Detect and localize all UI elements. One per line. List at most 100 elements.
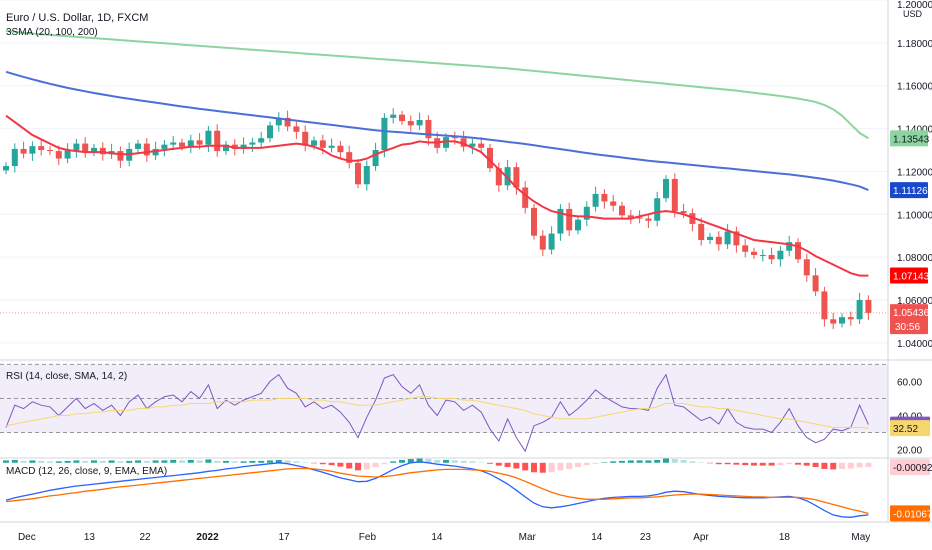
candle-body — [724, 231, 731, 245]
macd-histogram-bar — [311, 462, 317, 464]
candle — [143, 138, 150, 162]
macd-histogram-bar — [513, 462, 520, 469]
candle — [460, 130, 467, 152]
candle — [539, 230, 546, 257]
macd-histogram-bar — [803, 462, 810, 466]
macd-histogram-bar — [742, 462, 749, 466]
pane-dividers[interactable] — [0, 0, 932, 523]
candle — [372, 142, 379, 171]
time-tick-label: May — [851, 532, 870, 543]
macd-histogram-bar — [249, 460, 256, 463]
macd-histogram-bar — [786, 462, 793, 465]
rsi-series[interactable] — [5, 373, 869, 453]
indicator-tag-text: -0.00092 — [893, 463, 932, 474]
symbol-title[interactable]: Euro / U.S. Dollar, 1D, FXCM — [6, 12, 149, 24]
time-tick-label: 13 — [84, 532, 96, 543]
macd-legend[interactable]: MACD (12, 26, close, 9, EMA, EMA) — [6, 466, 168, 477]
rsi-tick-label: 60.00 — [897, 377, 922, 388]
candle — [293, 121, 300, 140]
macd-histogram-bar — [328, 462, 335, 466]
macd-histogram-bar — [601, 462, 608, 463]
macd-histogram-bar — [135, 460, 141, 463]
macd-histogram-bar — [293, 461, 300, 463]
candle-body — [583, 206, 590, 220]
candle-body — [91, 147, 97, 153]
candle — [390, 108, 397, 124]
candle — [407, 115, 414, 132]
candle-body — [795, 242, 801, 260]
candle-body — [231, 144, 238, 149]
sma-line — [5, 114, 869, 277]
macd-histogram-bar — [821, 462, 828, 469]
macd-histogram-bar — [671, 459, 678, 463]
candle-body — [513, 167, 520, 188]
time-tick-label: Feb — [359, 532, 377, 543]
macd-histogram-bar — [522, 462, 529, 471]
candle-body — [575, 219, 581, 231]
candle — [610, 195, 617, 212]
macd-histogram-bar — [504, 462, 511, 468]
candle — [425, 115, 432, 146]
candle — [513, 162, 520, 195]
time-tick-label: 2022 — [196, 532, 219, 543]
time-tick-label: 22 — [139, 532, 151, 543]
candle — [363, 160, 370, 191]
rsi-ma-line — [5, 396, 869, 429]
price-tag — [890, 130, 928, 147]
candle — [258, 131, 265, 149]
macd-histogram-bar — [759, 462, 766, 466]
indicator-tag — [890, 420, 930, 437]
time-axis[interactable]: Dec 13 22 2022 17 Feb 14 Mar 14 23 Apr 18 May — [18, 532, 870, 543]
candle-body — [3, 166, 9, 171]
macd-histogram-bar — [11, 459, 18, 463]
macd-histogram-bar — [557, 462, 564, 471]
macd-histogram-bar — [64, 460, 71, 463]
macd-histogram-bar — [196, 460, 203, 463]
macd-histogram-bar — [82, 460, 89, 463]
indicator-tag — [890, 505, 930, 522]
candle-body — [170, 142, 177, 145]
candle-body — [803, 259, 810, 276]
candle — [47, 146, 53, 155]
candle — [724, 224, 731, 249]
time-tick-label: 18 — [779, 532, 791, 543]
candle-body — [117, 151, 124, 161]
macd-histogram-bar — [55, 461, 62, 463]
candle — [249, 137, 256, 152]
candle-body — [363, 166, 370, 185]
macd-histogram-bar — [231, 461, 238, 463]
candlestick-series[interactable] — [0, 108, 888, 330]
macd-histogram-bar — [548, 462, 555, 473]
candle — [73, 138, 80, 158]
candle-body — [504, 167, 511, 186]
candle — [11, 143, 18, 173]
macd-histogram-bar — [610, 461, 617, 463]
candle — [29, 141, 36, 161]
price-tag — [890, 304, 928, 335]
macd-histogram-bar — [583, 462, 590, 466]
candle — [135, 139, 141, 153]
candle — [742, 238, 749, 258]
macd-histogram[interactable] — [3, 458, 872, 473]
macd-histogram-bar — [99, 460, 106, 463]
macd-histogram-bar — [539, 462, 546, 473]
candle-body — [267, 125, 273, 139]
candle-body — [671, 178, 678, 212]
candle — [531, 204, 537, 240]
macd-histogram-bar — [205, 459, 212, 463]
candle — [478, 137, 485, 154]
moving-average-lines[interactable] — [5, 30, 869, 277]
macd-lines[interactable] — [5, 461, 869, 518]
candle — [91, 144, 97, 156]
macd-histogram-bar — [839, 462, 845, 469]
candle — [504, 159, 511, 191]
candle-body — [839, 317, 845, 324]
candle-body — [223, 144, 229, 152]
macd-histogram-bar — [575, 462, 581, 468]
macd-histogram-bar — [390, 461, 397, 463]
sma-legend[interactable]: 3SMA (20, 100, 200) — [6, 27, 98, 38]
rsi-legend[interactable]: RSI (14, close, SMA, 14, 2) — [6, 371, 128, 382]
candle — [469, 138, 476, 155]
candle-body — [451, 137, 458, 139]
